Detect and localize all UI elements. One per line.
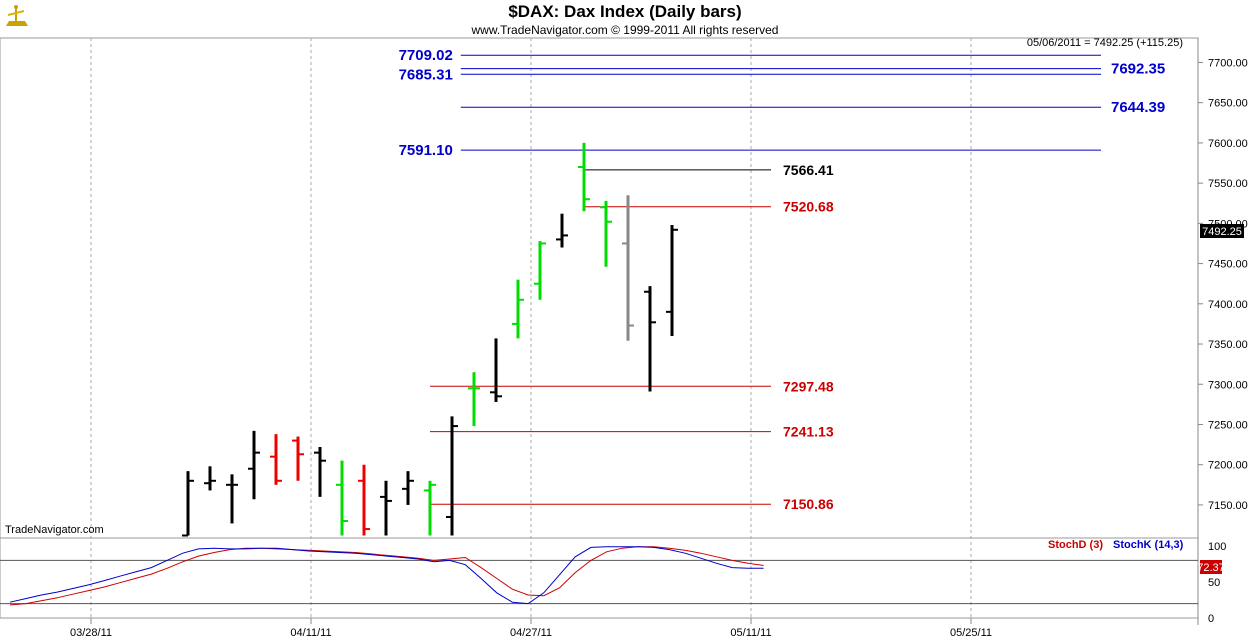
x-tick-label: 03/28/11 [70,627,112,639]
y-tick-label: 7600.00 [1208,138,1248,150]
ohlc-bar [644,286,656,392]
axis-layer: 03/28/11 04/11/11 04/27/11 05/11/11 05/25/11… [70,57,1248,639]
y-tick-label: 7400.00 [1208,299,1248,311]
ohlc-bar [314,447,326,497]
stoch-panel-frame [0,537,1199,619]
price-panel-frame [0,37,1199,539]
ohlc-bar [204,466,216,491]
level-label: 7709.02 [399,47,453,64]
stoch-tag-bg [1200,560,1222,574]
y-tick-label: 7650.00 [1208,98,1248,110]
level-label: 7241.13 [783,424,834,440]
stoch-y-tick-label: 100 [1208,541,1226,553]
chart-title: $DAX: Dax Index (Daily bars) [508,2,741,21]
watermark-text: TradeNavigator.com [5,524,104,536]
ohlc-bar [512,279,524,339]
y-tick-label: 7200.00 [1208,460,1248,472]
level-label: 7566.41 [783,162,834,178]
ohlc-bar [292,436,304,481]
y-tick-label: 7350.00 [1208,339,1248,351]
last-price-info: 05/06/2011 = 7492.25 (+115.25) [1027,37,1183,49]
ohlc-bar [226,474,238,524]
ohlc-bar [248,430,260,500]
ohlc-bar [666,224,678,336]
price-tag-bg [1200,224,1244,238]
level-label: 7591.10 [399,142,453,159]
stochk-line [9,546,764,605]
legend-stochk: StochK (14,3) [1113,539,1184,551]
y-tick-label: 7250.00 [1208,419,1248,431]
stoch-layer [9,546,764,606]
price-tag-text: 7492.25 [1202,226,1242,238]
grid-layer [0,38,1198,625]
ohlc-bar [468,372,480,427]
ohlc-bar [424,480,436,536]
ohlc-bar [402,471,414,505]
y-tick-label: 7300.00 [1208,379,1248,391]
stoch-y-tick-label: 50 [1208,577,1220,589]
legend-stochd: StochD (3) [1048,539,1103,551]
level-label: 7520.68 [783,199,834,215]
level-label: 7685.31 [399,66,453,83]
level-layer: 7709.02 7692.35 7685.31 7644.39 7591.10 7566.… [399,47,1166,512]
ohlc-bar [600,200,612,267]
stoch-tag-text: 72.37 [1197,562,1225,574]
ohlc-bar [182,471,194,537]
y-tick-label: 7450.00 [1208,259,1248,271]
level-label: 7297.48 [783,378,834,394]
x-tick-label: 05/11/11 [730,627,771,639]
ohlc-bar [358,464,370,536]
x-tick-label: 04/27/11 [510,627,552,639]
y-tick-label: 7700.00 [1208,57,1248,69]
ohlc-bar [380,480,392,536]
ohlc-bar [556,213,568,248]
y-tick-label: 7150.00 [1208,500,1248,512]
ohlc-bar [270,434,282,485]
ohlc-bar [622,195,634,341]
y-tick-label: 7550.00 [1208,178,1248,190]
ohlc-bar [578,142,590,212]
ohlc-bar [534,241,546,300]
level-label: 7644.39 [1111,99,1165,116]
level-label: 7692.35 [1111,61,1165,78]
bars-layer [182,142,678,537]
x-tick-label: 04/11/11 [290,627,331,639]
stoch-y-tick-label: 0 [1208,613,1214,625]
level-label: 7150.86 [783,496,834,512]
x-tick-label: 05/25/11 [950,627,992,639]
ohlc-bar [336,460,348,536]
ohlc-bar [490,338,502,402]
ohlc-bar [446,416,458,536]
tradenavigator-logo-icon [4,5,30,32]
copyright-text: www.TradeNavigator.com © 1999-2011 All r… [471,23,779,37]
